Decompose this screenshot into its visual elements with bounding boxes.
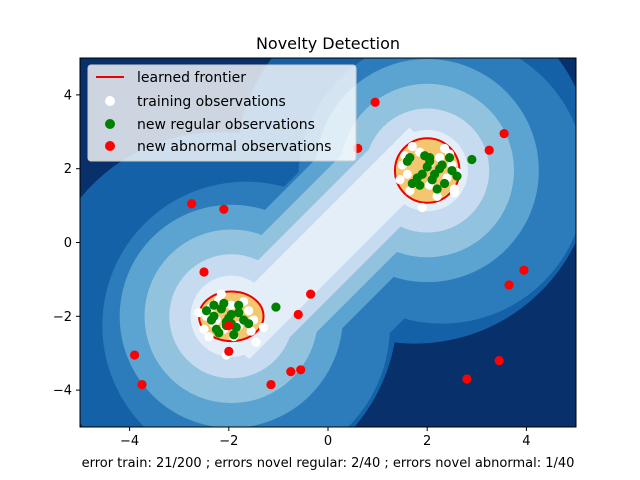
y-axis: −4 −2 0 2 4 xyxy=(53,88,80,399)
x-tick-label: 0 xyxy=(324,434,332,449)
abnormal-point xyxy=(504,280,514,290)
y-tick-label: −4 xyxy=(53,384,72,399)
y-tick-label: −2 xyxy=(53,310,72,325)
regular-point xyxy=(415,180,425,190)
regular-point xyxy=(234,300,244,310)
legend-regular-label: new regular observations xyxy=(137,117,315,133)
legend-training-label: training observations xyxy=(137,94,286,110)
training-point xyxy=(251,337,261,347)
x-axis: −4 −2 0 2 4 xyxy=(120,427,531,449)
regular-point xyxy=(422,162,432,172)
training-point xyxy=(405,186,415,196)
x-tick-label: −4 xyxy=(120,434,139,449)
training-point xyxy=(204,331,214,342)
regular-point xyxy=(444,153,455,163)
training-point xyxy=(246,326,256,336)
regular-point xyxy=(234,308,244,318)
x-axis-label: error train: 21/200 ; errors novel regul… xyxy=(82,456,575,471)
regular-point xyxy=(201,306,212,316)
regular-point xyxy=(417,169,427,179)
training-point xyxy=(407,141,417,152)
regular-point xyxy=(452,171,462,181)
regular-point xyxy=(427,175,437,185)
abnormal-point xyxy=(519,265,529,275)
legend-abnormal-label: new abnormal observations xyxy=(137,139,331,155)
chart-title: Novelty Detection xyxy=(256,34,400,53)
legend-frontier-label: learned frontier xyxy=(137,70,246,86)
training-point xyxy=(449,188,460,198)
regular-point xyxy=(206,315,217,325)
abnormal-point xyxy=(129,350,140,360)
training-point xyxy=(199,324,209,334)
regular-point xyxy=(467,154,477,165)
abnormal-point xyxy=(199,267,209,277)
training-point xyxy=(435,153,445,163)
training-point xyxy=(402,169,412,179)
training-point xyxy=(258,322,269,332)
training-point xyxy=(226,300,236,310)
scatter-points xyxy=(129,97,529,390)
contour-bridge xyxy=(213,127,446,360)
regular-point xyxy=(214,328,224,338)
regular-point xyxy=(425,153,435,163)
abnormal-point xyxy=(266,379,276,390)
abnormal-point xyxy=(137,379,147,390)
regular-point xyxy=(219,298,229,308)
abnormal-point xyxy=(296,365,306,375)
abnormal-point xyxy=(494,355,504,366)
regular-point xyxy=(244,319,254,329)
regular-point xyxy=(405,153,415,163)
training-point xyxy=(417,202,427,213)
abnormal-point xyxy=(306,289,316,299)
legend: learned frontier training observations n… xyxy=(87,64,357,162)
x-tick-label: 4 xyxy=(522,434,530,449)
abnormal-point xyxy=(370,97,380,107)
training-point xyxy=(244,306,254,316)
legend-regular-swatch xyxy=(105,119,115,129)
training-point xyxy=(432,191,442,201)
training-point xyxy=(395,175,405,185)
training-point xyxy=(216,289,226,299)
abnormal-point xyxy=(187,199,197,209)
abnormal-point xyxy=(293,309,303,320)
abnormal-point xyxy=(224,320,234,331)
regular-point xyxy=(435,164,445,174)
abnormal-point xyxy=(462,374,472,384)
y-tick-label: 2 xyxy=(64,162,72,177)
abnormal-point xyxy=(286,367,296,377)
regular-point xyxy=(271,302,281,312)
abnormal-point xyxy=(219,204,229,214)
regular-point xyxy=(209,300,219,310)
y-tick-label: 0 xyxy=(64,236,72,251)
abnormal-point xyxy=(224,346,234,356)
legend-training-swatch xyxy=(105,96,115,106)
x-tick-label: −2 xyxy=(219,434,238,449)
abnormal-point xyxy=(499,129,509,139)
y-tick-label: 4 xyxy=(64,88,72,103)
x-tick-label: 2 xyxy=(423,434,431,449)
regular-point xyxy=(432,184,442,194)
regular-point xyxy=(229,330,239,340)
legend-box xyxy=(87,64,357,162)
legend-abnormal-swatch xyxy=(105,141,115,151)
training-point xyxy=(194,308,204,318)
abnormal-point xyxy=(484,145,494,155)
regular-point xyxy=(439,178,450,189)
